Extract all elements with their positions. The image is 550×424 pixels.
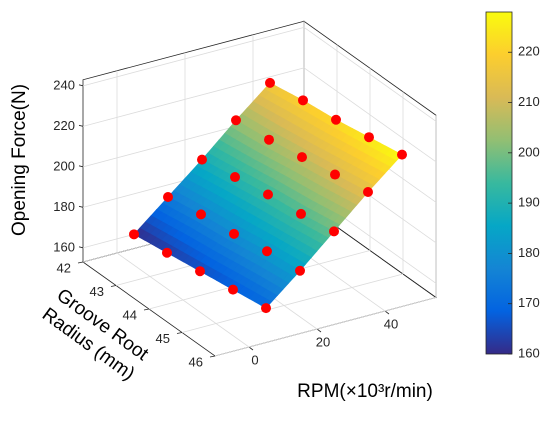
data-point [162,247,172,258]
data-point [330,169,340,180]
z-axis-label: Opening Force(N) [9,84,30,236]
data-point [397,149,407,160]
data-point [129,229,139,240]
data-point [364,132,374,143]
tick-mark [110,285,117,287]
data-point [196,209,206,220]
data-point [329,226,339,237]
data-point [228,284,238,295]
data-point [363,186,373,197]
tick-mark [384,310,390,315]
colorbar-tick-label: 220 [518,44,540,59]
y-tick-label: 43 [90,284,104,299]
x-tick-label: 20 [316,334,330,349]
markers [129,77,407,314]
grid-line [214,297,437,357]
x-tick-label: 40 [384,316,398,331]
x-tick-label: 0 [251,352,258,367]
z-tick-label: 160 [53,239,75,254]
colorbar-tick-label: 160 [518,345,540,360]
tick-mark [78,246,84,249]
tick-mark [176,332,183,334]
colorbar-tick-label: 210 [518,94,540,109]
y-tick-label: 42 [57,260,71,275]
colorbar-fill [485,11,513,355]
tick-mark [78,84,84,87]
data-point [231,115,241,126]
grid-line [303,67,437,163]
z-tick-label: 220 [53,118,75,133]
data-point [331,114,341,125]
x-axis-label: RPM(×10³r/min) [297,381,433,402]
data-point [263,189,273,200]
tick-mark [78,124,84,127]
z-tick-label: 200 [53,158,75,173]
data-point [297,152,307,163]
tick-mark [248,346,254,351]
grid-line [181,273,404,333]
data-point [195,266,205,277]
data-point [163,191,173,202]
y-tick-label: 44 [123,307,137,322]
y-tick-label: 46 [189,354,203,369]
grid-line [82,67,305,127]
colorbar-tick-label: 170 [518,295,540,310]
colorbar: 160 170 180 190 200 210 220 [485,11,540,360]
y-tick-label: 45 [156,331,170,346]
colorbar-tick-label: 190 [518,195,540,210]
data-point [230,172,240,183]
grid-line [82,26,305,87]
grid-line [303,26,437,122]
data-point [262,246,272,257]
data-point [264,134,274,145]
data-point [296,208,306,219]
z-tick-label: 240 [53,77,75,92]
tick-mark [78,165,84,168]
colorbar-tick-label: 200 [518,144,540,159]
z-tick-label: 180 [53,199,75,214]
data-point [261,303,271,314]
tick-mark [209,355,216,358]
tick-mark [143,308,150,311]
tick-mark [78,205,84,208]
tick-mark [316,328,322,333]
data-point [295,265,305,276]
data-point [298,95,308,106]
data-point [197,154,207,165]
tick-mark [77,261,84,264]
colorbar-tick-label: 180 [518,245,540,260]
data-point [265,77,275,88]
data-point [229,228,239,239]
